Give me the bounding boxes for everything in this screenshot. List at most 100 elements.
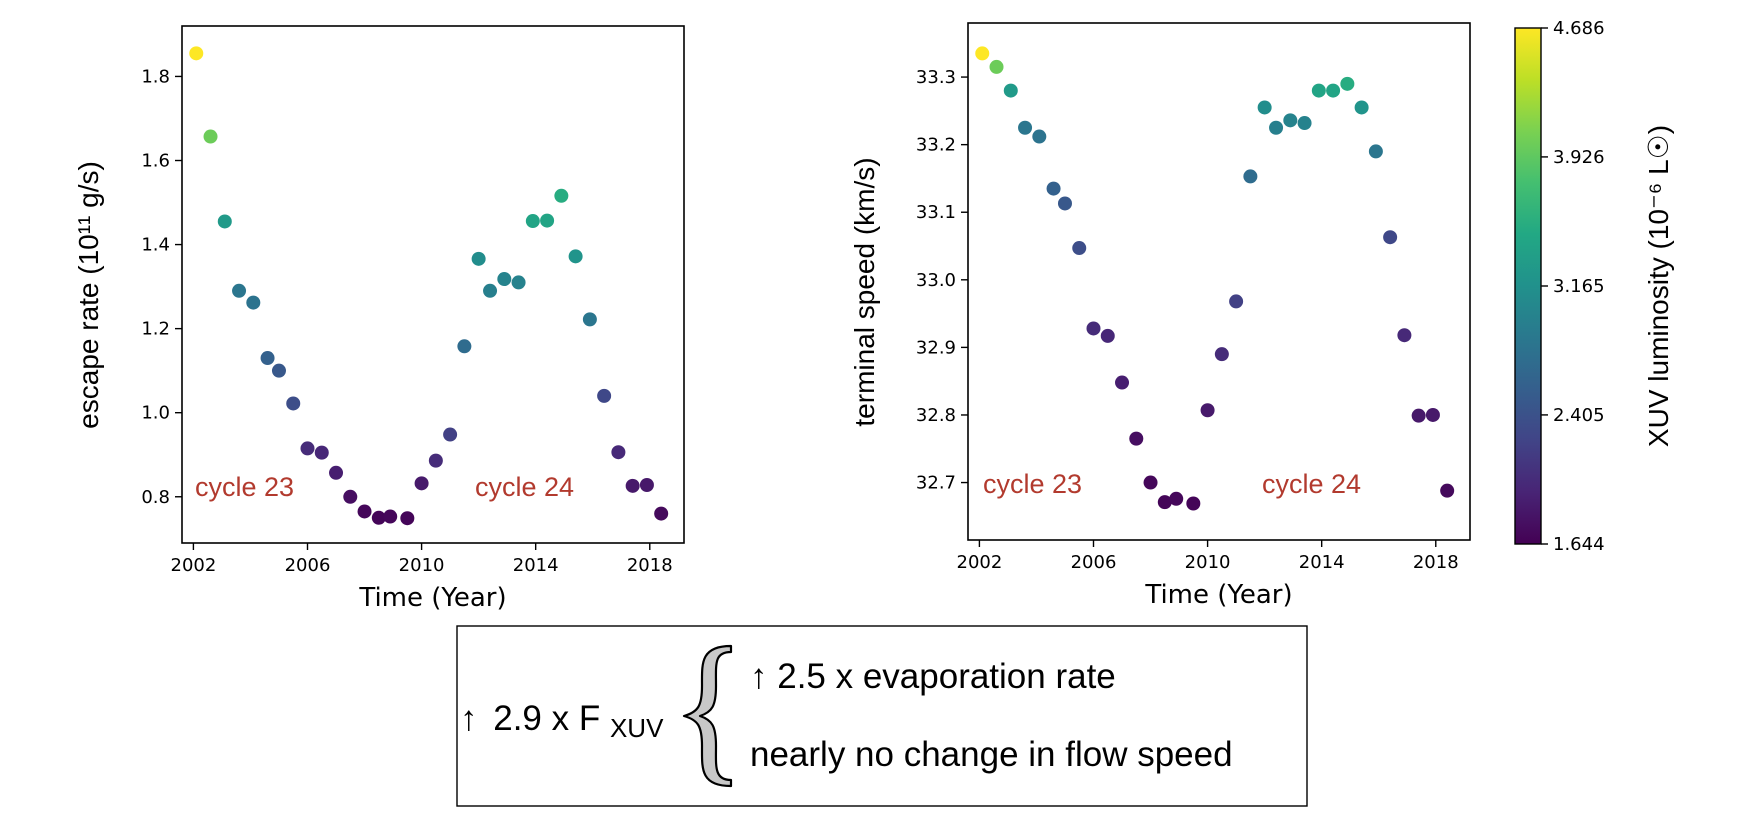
left-data-point (383, 509, 398, 524)
right-y-axis-label: terminal speed (km/s) (849, 157, 880, 426)
colorbar-tick-label: 3.926 (1553, 147, 1605, 168)
right-data-point (1057, 196, 1072, 211)
right-data-points (975, 46, 1455, 511)
left-y-tick-label: 1.2 (141, 319, 170, 340)
left-chart: 0.81.01.21.41.61.8 2002 2006 2010 2014 2018 … (73, 25, 685, 613)
left-data-point (611, 445, 626, 460)
left-data-point (639, 477, 654, 492)
right-y-tick-label: 32.7 (916, 473, 956, 494)
colorbar-tick-label: 3.165 (1553, 276, 1605, 297)
left-data-point (271, 363, 286, 378)
right-y-tick-label: 33.3 (916, 67, 956, 88)
right-x-tick-label: 2010 (1185, 552, 1231, 573)
left-data-point (497, 272, 512, 287)
right-x-tick-label: 2006 (1071, 552, 1117, 573)
left-x-axis-label: Time (Year) (358, 583, 506, 613)
right-data-point (1269, 120, 1284, 135)
left-data-point (329, 465, 344, 480)
left-data-point (203, 129, 218, 144)
right-data-point (1229, 294, 1244, 309)
left-y-tick-label: 1.4 (141, 235, 170, 256)
colorbar-gradient (1514, 27, 1542, 545)
left-data-point (428, 453, 443, 468)
left-data-point (286, 396, 301, 411)
colorbar-tick-label: 4.686 (1553, 18, 1605, 39)
left-x-axis: 2002 2006 2010 2014 2018 (171, 543, 673, 576)
right-y-tick-label: 33.2 (916, 135, 956, 156)
right-data-point (1200, 403, 1215, 418)
left-data-point (568, 249, 583, 264)
right-data-point (975, 46, 990, 61)
flux-increase-text: ↑ 2.9 x F XUV (460, 699, 664, 743)
summary-box-frame (456, 625, 1308, 807)
right-x-axis: 2002 2006 2010 2014 2018 (957, 540, 1459, 573)
right-data-point (1411, 408, 1426, 423)
colorbar-ticks: 4.686 3.926 3.165 2.405 1.644 (1541, 18, 1605, 555)
right-y-tick-label: 32.8 (916, 405, 956, 426)
right-data-point (1046, 181, 1061, 196)
left-data-point (357, 504, 372, 519)
right-x-tick-label: 2002 (957, 552, 1003, 573)
left-data-point (457, 339, 472, 354)
left-data-point (314, 445, 329, 460)
right-data-point (1143, 475, 1158, 490)
right-data-point (1032, 129, 1047, 144)
right-data-point (1157, 495, 1172, 510)
left-data-point (217, 214, 232, 229)
right-data-point (1072, 241, 1087, 256)
right-data-point (1214, 347, 1229, 362)
left-data-point (582, 312, 597, 327)
right-data-point (1326, 83, 1341, 98)
left-plot-frame (181, 25, 685, 544)
right-data-point (1129, 431, 1144, 446)
flow-speed-text: nearly no change in flow speed (750, 735, 1233, 774)
left-cycle-24-label: cycle 24 (475, 472, 574, 502)
right-x-tick-label: 2014 (1299, 552, 1345, 573)
flux-subscript: XUV (610, 713, 664, 743)
left-y-tick-label: 1.8 (141, 66, 170, 87)
left-y-axis-label: escape rate (10¹¹ g/s) (73, 161, 104, 429)
left-data-point (443, 427, 458, 442)
right-data-point (1257, 100, 1272, 115)
left-data-point (400, 511, 415, 526)
right-data-point (1003, 83, 1018, 98)
left-data-point (300, 441, 315, 456)
summary-box: ↑ 2.9 x F XUV ↑ 2.5 x evaporation rate n… (456, 625, 1308, 807)
right-cycle-24-label: cycle 24 (1262, 469, 1361, 499)
left-x-tick-label: 2010 (399, 555, 445, 576)
right-data-point (1115, 375, 1130, 390)
left-y-tick-label: 0.8 (141, 487, 170, 508)
left-data-point (343, 489, 358, 504)
left-data-point (540, 213, 555, 228)
right-data-point (1283, 113, 1298, 128)
right-data-point (1368, 144, 1383, 159)
right-data-point (1425, 407, 1440, 422)
left-cycle-23-label: cycle 23 (195, 472, 294, 502)
colorbar-tick-label: 1.644 (1553, 534, 1605, 555)
left-data-point (189, 46, 204, 61)
right-data-point (1397, 328, 1412, 343)
left-data-point (246, 295, 261, 310)
left-data-point (511, 275, 526, 290)
up-arrow-icon: ↑ (460, 699, 478, 738)
flux-factor-text: 2.9 x F (493, 699, 600, 738)
left-data-point (414, 476, 429, 491)
right-x-tick-label: 2018 (1413, 552, 1459, 573)
left-data-point (232, 283, 247, 298)
left-data-point (554, 188, 569, 203)
left-x-tick-label: 2002 (171, 555, 217, 576)
right-y-tick-label: 33.0 (916, 270, 956, 291)
left-y-tick-label: 1.6 (141, 151, 170, 172)
left-data-point (654, 506, 669, 521)
right-data-point (1297, 116, 1312, 131)
left-data-point (525, 214, 540, 229)
left-y-axis: 0.8 1.0 1.2 1.4 1.6 1.8 (141, 66, 182, 508)
left-y-tick-label: 1.0 (141, 403, 170, 424)
right-y-tick-label: 32.9 (916, 337, 956, 358)
right-data-point (1440, 483, 1455, 498)
right-data-point (1383, 230, 1398, 245)
right-chart: 32.7 32.8 32.9 33.0 33.1 33.2 33.3 2002 2006 201… (849, 22, 1471, 610)
left-x-tick-label: 2006 (285, 555, 331, 576)
right-data-point (1354, 100, 1369, 115)
right-data-point (1169, 491, 1184, 506)
